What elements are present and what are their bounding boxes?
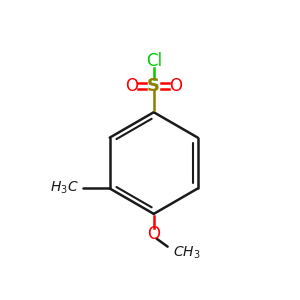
Text: Cl: Cl <box>146 52 162 70</box>
Text: S: S <box>147 77 160 95</box>
Text: O: O <box>125 77 138 95</box>
Text: O: O <box>147 224 160 242</box>
Text: O: O <box>169 77 182 95</box>
Text: $H_3C$: $H_3C$ <box>50 180 79 196</box>
Text: $CH_3$: $CH_3$ <box>173 245 201 261</box>
